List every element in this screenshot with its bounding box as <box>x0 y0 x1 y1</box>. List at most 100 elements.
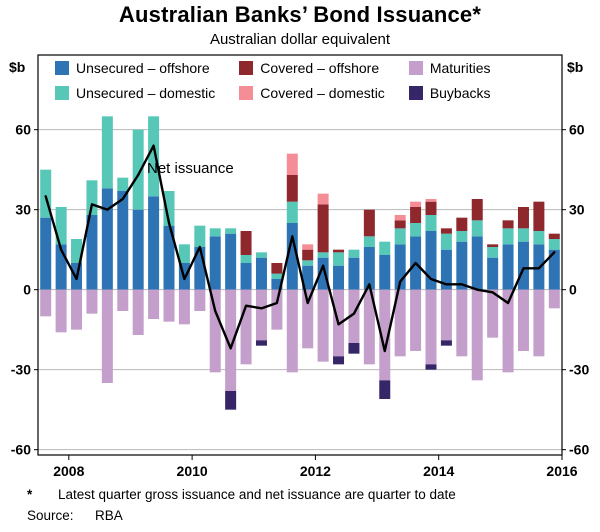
bar-segment <box>410 201 422 207</box>
bar-segment <box>117 191 129 290</box>
bar-segment <box>225 391 237 410</box>
bar-segment <box>317 193 329 205</box>
bar-segment <box>317 204 329 253</box>
bar-segment <box>487 244 499 247</box>
bar-segment <box>348 289 360 343</box>
chart-plot-area: 60 60 30 30 0 0 -30 -30 -60 -60 2008 2010 2012 2014 20… <box>0 50 600 486</box>
y-tick-label-right: -30 <box>569 362 589 378</box>
bar-segment <box>348 257 360 290</box>
bar-segment <box>286 201 298 223</box>
bar-segment <box>456 241 468 290</box>
bar-segment <box>379 241 391 255</box>
bar-segment <box>163 225 175 290</box>
bar-segment <box>440 340 452 346</box>
bar-segment <box>394 220 406 229</box>
bar-segment <box>363 289 375 365</box>
legend-item-unsecured-domestic: Unsecured – domestic <box>55 85 215 101</box>
bar-segment <box>71 239 83 263</box>
x-tick-label: 2014 <box>423 463 454 479</box>
legend-swatch <box>239 86 254 100</box>
bar-segment <box>379 255 391 290</box>
footnote: * Latest quarter gross issuance and net … <box>27 487 594 502</box>
bar-segment <box>225 289 237 391</box>
bar-segment <box>440 228 452 234</box>
legend-item-covered-offshore: Covered – offshore <box>239 60 385 76</box>
legend-item-maturities: Maturities <box>408 60 491 76</box>
bar-segment <box>40 169 52 218</box>
bar-segment <box>517 228 529 242</box>
bar-segment <box>317 257 329 290</box>
bar-segment <box>40 217 52 290</box>
legend-item-unsecured-offshore: Unsecured – offshore <box>55 60 215 76</box>
y-axis-unit-right: $b <box>567 59 584 75</box>
bar-segment <box>271 263 283 274</box>
bar-segment <box>394 215 406 221</box>
bar-segment <box>394 244 406 290</box>
bar-segment <box>548 239 560 250</box>
bar-segment <box>425 199 437 202</box>
bar-segment <box>302 249 314 261</box>
bar-segment <box>333 265 345 290</box>
bar-segment <box>194 247 206 290</box>
chart-subtitle: Australian dollar equivalent <box>209 31 391 48</box>
y-tick-label-right: 30 <box>569 202 585 218</box>
chart-title: Australian Banks’ Bond Issuance* <box>118 2 482 27</box>
bar-segment <box>517 289 529 351</box>
bar-segment <box>255 252 267 258</box>
bar-segment <box>209 289 221 373</box>
bar-segment <box>101 289 113 383</box>
bar-segment <box>240 231 252 255</box>
bar-segment <box>548 233 560 239</box>
bar-segment <box>132 289 144 335</box>
bar-segment <box>456 289 468 357</box>
bar-segment <box>379 380 391 399</box>
bar-segment <box>502 244 514 290</box>
bar-segment <box>471 289 483 381</box>
bar-segment <box>209 236 221 290</box>
y-tick-label-left: -30 <box>11 362 31 378</box>
bar-segment <box>517 207 529 229</box>
bar-segment <box>548 249 560 290</box>
bar-segment <box>71 289 83 330</box>
bar-segment <box>148 289 160 319</box>
bar-segment <box>302 265 314 290</box>
bar-segment <box>410 223 422 237</box>
x-tick-label: 2012 <box>300 463 331 479</box>
bar-segment <box>209 228 221 237</box>
bar-segment <box>348 249 360 258</box>
bar-segment <box>517 241 529 290</box>
legend-item-covered-domestic: Covered – domestic <box>239 85 385 101</box>
bar-segment <box>425 289 437 365</box>
bar-segment <box>225 228 237 234</box>
bar-segment <box>425 215 437 231</box>
bar-segment <box>487 247 499 258</box>
bar-segment <box>240 289 252 365</box>
legend-label: Covered – domestic <box>260 85 385 101</box>
bar-segment <box>410 207 422 223</box>
legend-swatch <box>55 61 69 75</box>
bar-segment <box>502 289 514 373</box>
bar-segment <box>440 233 452 250</box>
footnote-marker: * <box>27 487 33 502</box>
legend-label: Unsecured – offshore <box>76 60 210 76</box>
bar-segment <box>440 249 452 290</box>
bar-segment <box>333 249 345 253</box>
bar-segment <box>471 236 483 290</box>
bar-segment <box>286 289 298 373</box>
bar-segment <box>317 289 329 362</box>
bar-segment <box>425 364 437 370</box>
bar-segment <box>348 343 360 354</box>
bar-segment <box>533 201 545 231</box>
legend-swatch <box>408 61 423 75</box>
legend-label: Maturities <box>429 60 491 76</box>
legend-label: Buybacks <box>429 85 491 101</box>
chart-svg: 60 60 30 30 0 0 -30 -30 -60 -60 2008 2010 2012 2014 20… <box>11 54 589 479</box>
y-tick-label-left: 0 <box>23 282 31 298</box>
bar-segment <box>286 153 298 175</box>
footnote-text: Latest quarter gross issuance and net is… <box>58 487 456 502</box>
bar-segment <box>487 289 499 338</box>
bar-segment <box>132 209 144 290</box>
bar-segment <box>225 233 237 290</box>
y-tick-label-left: -60 <box>11 442 31 458</box>
